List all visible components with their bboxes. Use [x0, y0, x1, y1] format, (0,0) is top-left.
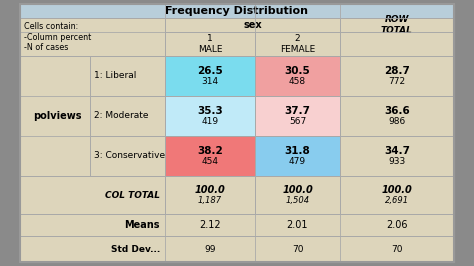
Text: COL TOTAL: COL TOTAL [105, 190, 160, 200]
Text: Frequency Distribution: Frequency Distribution [165, 6, 309, 16]
Text: 70: 70 [391, 244, 403, 253]
Bar [340, 56, 454, 96]
Text: 2.12: 2.12 [199, 220, 221, 230]
Bar [20, 176, 165, 214]
Bar [20, 18, 165, 56]
Text: 772: 772 [388, 77, 406, 86]
Bar [255, 136, 340, 176]
Bar [20, 236, 454, 262]
Text: 26.5: 26.5 [197, 66, 223, 76]
Text: 1,187: 1,187 [198, 197, 222, 206]
Text: 314: 314 [201, 77, 219, 86]
Bar [340, 96, 454, 136]
Text: Means: Means [125, 220, 160, 230]
Text: 30.5: 30.5 [284, 66, 310, 76]
Text: polviews: polviews [33, 111, 82, 121]
Text: 2.06: 2.06 [386, 220, 408, 230]
Text: 2
FEMALE: 2 FEMALE [280, 34, 315, 54]
Bar [20, 214, 454, 236]
Bar [165, 136, 255, 176]
Bar [255, 56, 340, 96]
Bar [255, 32, 340, 56]
Text: 70: 70 [292, 244, 303, 253]
Bar [340, 176, 454, 214]
Text: 31.8: 31.8 [284, 146, 310, 156]
Bar [20, 56, 95, 176]
Text: 1,504: 1,504 [285, 197, 310, 206]
Bar [90, 136, 165, 176]
Text: 36.6: 36.6 [384, 106, 410, 116]
Text: 100.0: 100.0 [382, 185, 412, 195]
Text: 34.7: 34.7 [384, 146, 410, 156]
Bar [255, 96, 340, 136]
Text: 454: 454 [201, 157, 219, 167]
Text: Std Dev...: Std Dev... [111, 244, 160, 253]
Bar [90, 56, 165, 96]
Text: 419: 419 [201, 118, 219, 127]
Text: 567: 567 [289, 118, 306, 127]
Bar [255, 176, 340, 214]
Text: 37.7: 37.7 [284, 106, 310, 116]
Text: 1
MALE: 1 MALE [198, 34, 222, 54]
Text: Cells contain:
-Column percent
-N of cases: Cells contain: -Column percent -N of cas… [24, 22, 91, 52]
Text: 2: Moderate: 2: Moderate [94, 111, 148, 120]
Text: 100.0: 100.0 [282, 185, 313, 195]
Text: 3: Conservative: 3: Conservative [94, 152, 165, 160]
Text: 458: 458 [289, 77, 306, 86]
Bar [165, 18, 340, 32]
Bar [165, 176, 255, 214]
Bar [340, 136, 454, 176]
Text: 933: 933 [388, 157, 406, 167]
Text: 100.0: 100.0 [195, 185, 225, 195]
Text: 2.01: 2.01 [287, 220, 308, 230]
Bar [20, 4, 454, 18]
Text: 479: 479 [289, 157, 306, 167]
Bar [340, 18, 454, 32]
Text: 2,691: 2,691 [385, 197, 409, 206]
Text: 38.2: 38.2 [197, 146, 223, 156]
Bar [165, 56, 255, 96]
Text: 99: 99 [204, 244, 216, 253]
Text: 35.3: 35.3 [197, 106, 223, 116]
Text: 986: 986 [388, 118, 406, 127]
Text: sex: sex [243, 20, 262, 30]
Text: 28.7: 28.7 [384, 66, 410, 76]
Bar [90, 96, 165, 136]
Text: 1: Liberal: 1: Liberal [94, 72, 137, 81]
Bar [165, 96, 255, 136]
Text: ROW
TOTAL: ROW TOTAL [381, 15, 413, 35]
Bar [165, 32, 255, 56]
